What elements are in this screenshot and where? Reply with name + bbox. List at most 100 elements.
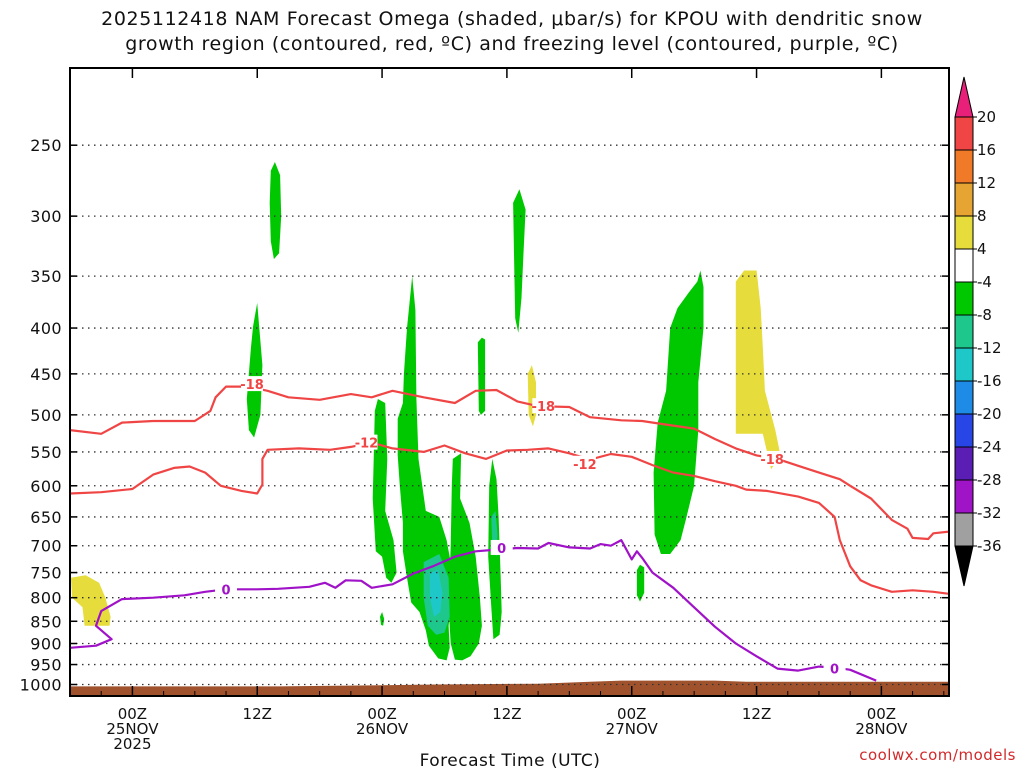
- temperature-contours: -18 -18 -18 -12 -12 0 0 0: [70, 376, 949, 682]
- y-tick-label-850: 850: [30, 612, 62, 631]
- y-tick-label-650: 650: [30, 508, 62, 527]
- contour-label-1-0: -12: [355, 437, 379, 452]
- chart-title-line1: 2025112418 NAM Forecast Omega (shaded, μ…: [101, 8, 923, 30]
- contour-label-bg: [490, 539, 513, 555]
- y-tick-label-300: 300: [30, 207, 62, 226]
- y-tick-label-950: 950: [30, 656, 62, 675]
- colorbar-label-2: 12: [977, 174, 996, 192]
- colorbar-label-6: -8: [977, 306, 992, 324]
- x-tick-label-6-0: 00Z: [118, 705, 147, 723]
- pressure-gridlines: [70, 144, 949, 686]
- y-tick-label-800: 800: [30, 589, 62, 608]
- colorbar-box-8: [954, 380, 974, 415]
- colorbar-label-4: 4: [977, 240, 987, 258]
- site-credit: coolwx.com/models: [859, 746, 1016, 764]
- contour-label-2-0: 0: [222, 583, 231, 598]
- colorbar-box-10: [954, 446, 974, 481]
- x-tick-label-54-1: 27NOV: [606, 720, 659, 738]
- omega-region-13: [429, 570, 443, 617]
- colorbar-label-13: -36: [977, 537, 1002, 555]
- colorbar-label-0: 20: [977, 108, 996, 126]
- y-tick-label-500: 500: [30, 406, 62, 425]
- colorbar-box-6: [954, 314, 974, 349]
- x-axis-title: Forecast Time (UTC): [420, 751, 601, 768]
- omega-region-2: [513, 189, 526, 333]
- contour-label-bg: [573, 455, 596, 471]
- x-tick-label-78-1: 28NOV: [855, 720, 908, 738]
- omega-region-1: [246, 302, 263, 438]
- x-tick-label-30-0: 00Z: [367, 705, 396, 723]
- x-tick-label-18-0: 12Z: [243, 705, 272, 723]
- omega-region-10: [653, 270, 704, 554]
- colorbar-label-10: -24: [977, 438, 1002, 456]
- colorbar: 20 16 12 8 4 -4 -8 -12 -16 -20 -24 -28 -32 -36: [954, 76, 1002, 587]
- x-tick-label-78-0: 00Z: [867, 705, 896, 723]
- colorbar-bottom-arrow: [954, 545, 974, 587]
- contour-line-0: [70, 385, 949, 541]
- omega-region-0: [269, 162, 282, 260]
- colorbar-box-2: [954, 182, 974, 217]
- x-tick-label-54-0: 00Z: [617, 705, 646, 723]
- x-tick-label-66-0: 12Z: [742, 705, 771, 723]
- contour-label-bg: [761, 450, 784, 466]
- omega-region-15: [527, 365, 536, 427]
- contour-label-bg: [532, 398, 555, 414]
- y-tick-label-1000: 1000: [20, 676, 62, 695]
- colorbar-box-0: [954, 116, 974, 151]
- axes: 250 300 350 400 450 500 550 600 650 700 750 800 850 9…: [20, 68, 949, 753]
- colorbar-label-7: -12: [977, 339, 1002, 357]
- colorbar-label-9: -20: [977, 405, 1002, 423]
- contour-label-2-2: 0: [830, 663, 839, 678]
- omega-region-16: [735, 270, 781, 470]
- contour-label-bg: [215, 581, 238, 597]
- omega-region-6: [448, 453, 482, 661]
- y-tick-label-750: 750: [30, 564, 62, 583]
- x-tick-label-42-0: 12Z: [492, 705, 521, 723]
- contour-label-0-1: -18: [532, 400, 556, 415]
- x-tick-label-6-1: 25NOV: [106, 720, 159, 738]
- contour-label-bg: [823, 660, 846, 676]
- y-tick-label-450: 450: [30, 365, 62, 384]
- y-tick-label-400: 400: [30, 319, 62, 338]
- x-tick-label-30-1: 26NOV: [356, 720, 409, 738]
- colorbar-box-5: [954, 281, 974, 316]
- colorbar-label-12: -32: [977, 504, 1002, 522]
- colorbar-box-7: [954, 347, 974, 382]
- omega-region-4: [372, 399, 397, 583]
- contour-label-1-1: -12: [573, 458, 597, 473]
- omega-region-3: [477, 337, 486, 415]
- colorbar-top-arrow: [954, 76, 974, 118]
- colorbar-box-1: [954, 149, 974, 184]
- chart-title-line2: growth region (contoured, red, ºC) and f…: [125, 33, 899, 55]
- contour-label-bg: [355, 434, 378, 450]
- contour-label-0-0: -18: [240, 378, 264, 393]
- colorbar-label-1: 16: [977, 141, 996, 159]
- omega-region-14: [71, 575, 111, 626]
- contour-line-1: [70, 441, 949, 595]
- colorbar-label-8: -16: [977, 372, 1002, 390]
- y-tick-label-700: 700: [30, 537, 62, 556]
- omega-region-surface: [70, 680, 949, 696]
- y-tick-label-350: 350: [30, 267, 62, 286]
- colorbar-box-4: [954, 248, 974, 283]
- y-tick-label-600: 600: [30, 477, 62, 496]
- colorbar-box-3: [954, 215, 974, 250]
- colorbar-box-12: [954, 512, 974, 547]
- x-tick-label-6-2: 2025: [113, 735, 151, 753]
- plot-frame: [69, 67, 950, 697]
- contour-label-bg: [241, 376, 264, 392]
- colorbar-box-11: [954, 479, 974, 514]
- colorbar-label-5: -4: [977, 273, 992, 291]
- contour-label-0-2: -18: [760, 453, 784, 468]
- omega-region-9: [636, 564, 645, 602]
- shaded-omega-layer: [70, 162, 949, 696]
- y-tick-label-900: 900: [30, 635, 62, 654]
- y-tick-label-550: 550: [30, 443, 62, 462]
- colorbar-label-11: -28: [977, 471, 1002, 489]
- contour-label-2-1: 0: [497, 542, 506, 557]
- colorbar-box-9: [954, 413, 974, 448]
- colorbar-label-3: 8: [977, 207, 987, 225]
- omega-region-8: [380, 612, 385, 626]
- y-tick-label-250: 250: [30, 136, 62, 155]
